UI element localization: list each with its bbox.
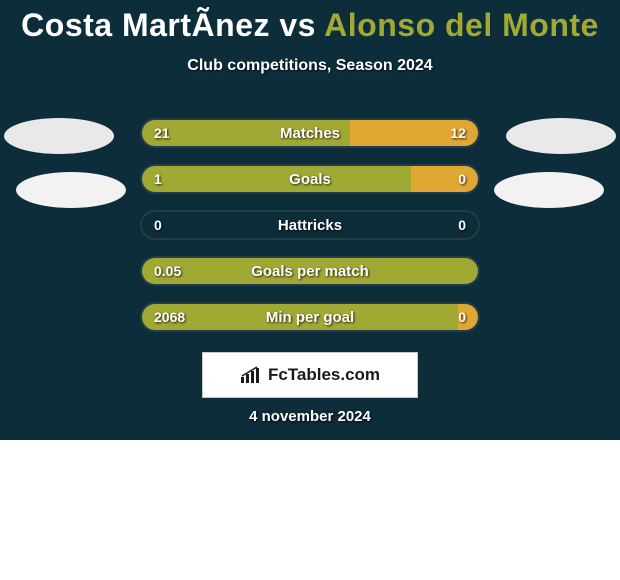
date-label: 4 november 2024	[0, 408, 620, 425]
stat-bar-right	[458, 304, 478, 330]
player2-name: Alonso del Monte	[324, 7, 599, 43]
stat-row: Min per goal20680	[140, 302, 480, 332]
stat-bar-left	[142, 120, 350, 146]
stat-value-left: 0	[154, 212, 162, 238]
stat-bar-right	[411, 166, 478, 192]
comparison-panel: Costa MartÃ­nez vs Alonso del Monte Club…	[0, 0, 620, 440]
stats-container: Matches2112 Goals10 Hattricks0 0 Goals per m…	[140, 118, 480, 348]
stat-row: Goals per match0.05	[140, 256, 480, 286]
stat-bar-right	[350, 120, 478, 146]
page-title: Costa MartÃ­nez vs Alonso del Monte	[0, 0, 620, 43]
player1-badge-icon	[4, 118, 114, 154]
source-logo: FcTables.com	[202, 352, 418, 398]
stat-row: Matches2112	[140, 118, 480, 148]
vs-text: vs	[279, 7, 316, 43]
stat-label: Hattricks	[142, 212, 478, 238]
stat-bar-left	[142, 258, 478, 284]
player1-name: Costa MartÃ­nez	[21, 7, 270, 43]
player2-flag-icon	[494, 172, 604, 208]
logo-text: FcTables.com	[268, 365, 380, 385]
player1-flag-icon	[16, 172, 126, 208]
subtitle: Club competitions, Season 2024	[0, 57, 620, 75]
stat-bar-left	[142, 166, 411, 192]
logo-chart-icon	[240, 366, 262, 384]
stat-row: Goals10	[140, 164, 480, 194]
stat-bar-left	[142, 304, 458, 330]
player2-badge-icon	[506, 118, 616, 154]
blank-area	[0, 440, 620, 580]
stat-row: Hattricks0 0	[140, 210, 480, 240]
stat-value-right: 0	[458, 212, 466, 238]
